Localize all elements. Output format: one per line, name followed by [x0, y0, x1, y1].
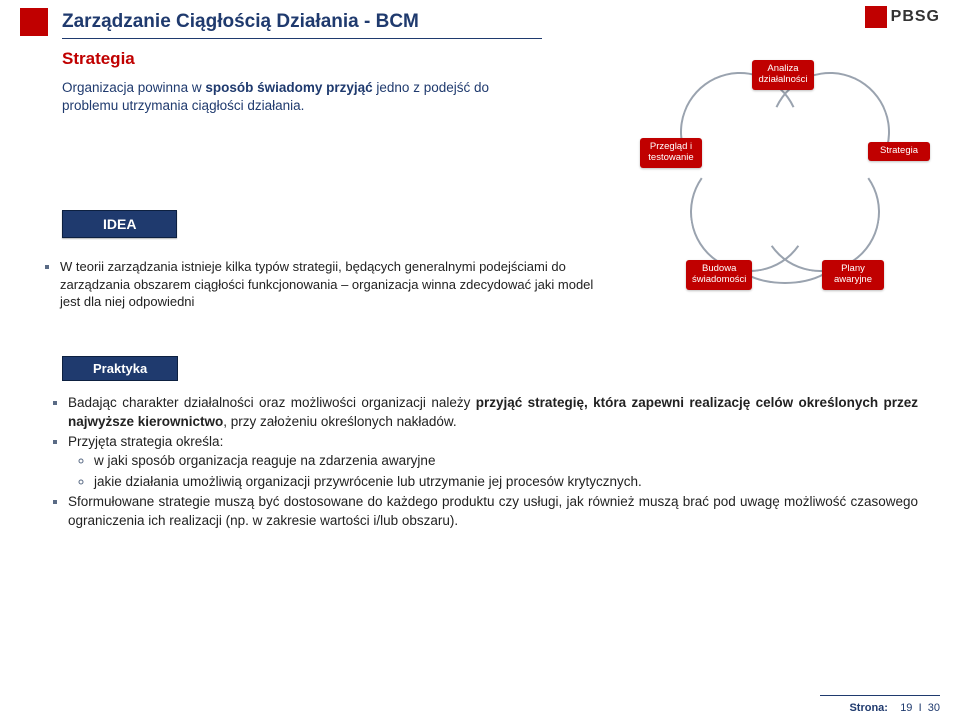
idea-box: IDEA	[62, 210, 177, 238]
node-bleft-l2: świadomości	[692, 274, 746, 285]
practice-item-2: Przyjęta strategia określa: w jaki sposó…	[68, 433, 918, 491]
practice-item-1: Badając charakter działalności oraz możl…	[68, 394, 918, 431]
page-title: Zarządzanie Ciągłością Działania - BCM	[62, 11, 940, 33]
logo: PBSG	[865, 6, 940, 28]
footer-page: 19	[900, 702, 912, 714]
footer-sep: I	[919, 702, 922, 714]
logo-text: PBSG	[891, 8, 940, 26]
praktyka-box: Praktyka	[62, 356, 178, 381]
node-top-l1: Analiza	[767, 63, 798, 74]
theory-block: W teorii zarządzania istnieje kilka typó…	[38, 258, 598, 311]
practice-sub-2a: w jaki sposób organizacja reaguje na zda…	[94, 452, 918, 471]
theory-item: W teorii zarządzania istnieje kilka typó…	[60, 258, 598, 311]
node-bright-l1: Plany	[841, 263, 865, 274]
practice-item-3: Sformułowane strategie muszą być dostoso…	[68, 493, 918, 530]
header-underline	[62, 38, 542, 39]
header-square-icon	[20, 8, 48, 36]
diagram-node-top: Analiza działalności	[752, 60, 814, 90]
p1a: Badając charakter działalności oraz możl…	[68, 395, 476, 410]
practice-sub-2b: jakie działania umożliwią organizacji pr…	[94, 473, 918, 492]
diagram-node-bottom-right: Plany awaryjne	[822, 260, 884, 290]
footer-line	[820, 695, 940, 696]
node-right-l1: Strategia	[880, 145, 918, 156]
intro-text: Organizacja powinna w sposób świadomy pr…	[62, 79, 502, 115]
logo-icon	[865, 6, 887, 28]
node-bright-l2: awaryjne	[834, 274, 872, 285]
footer-total: 30	[928, 702, 940, 714]
node-top-l2: działalności	[758, 74, 807, 85]
footer-label: Strona:	[849, 702, 888, 714]
p1c: , przy założeniu określonych nakładów.	[223, 414, 456, 429]
diagram-node-bottom-left: Budowa świadomości	[686, 260, 752, 290]
node-bleft-l1: Budowa	[702, 263, 736, 274]
cycle-diagram: Analiza działalności Przegląd i testowan…	[640, 60, 930, 290]
diagram-node-right: Strategia	[868, 142, 930, 161]
footer: Strona: 19 I 30	[849, 702, 940, 714]
intro-part1: Organizacja powinna w	[62, 80, 205, 95]
diagram-node-left: Przegląd i testowanie	[640, 138, 702, 168]
node-left-l2: testowanie	[648, 152, 693, 163]
p2: Przyjęta strategia określa:	[68, 434, 223, 449]
practice-block: Badając charakter działalności oraz możl…	[38, 394, 918, 532]
node-left-l1: Przegląd i	[650, 141, 692, 152]
intro-bold: sposób świadomy przyjąć	[205, 80, 372, 95]
